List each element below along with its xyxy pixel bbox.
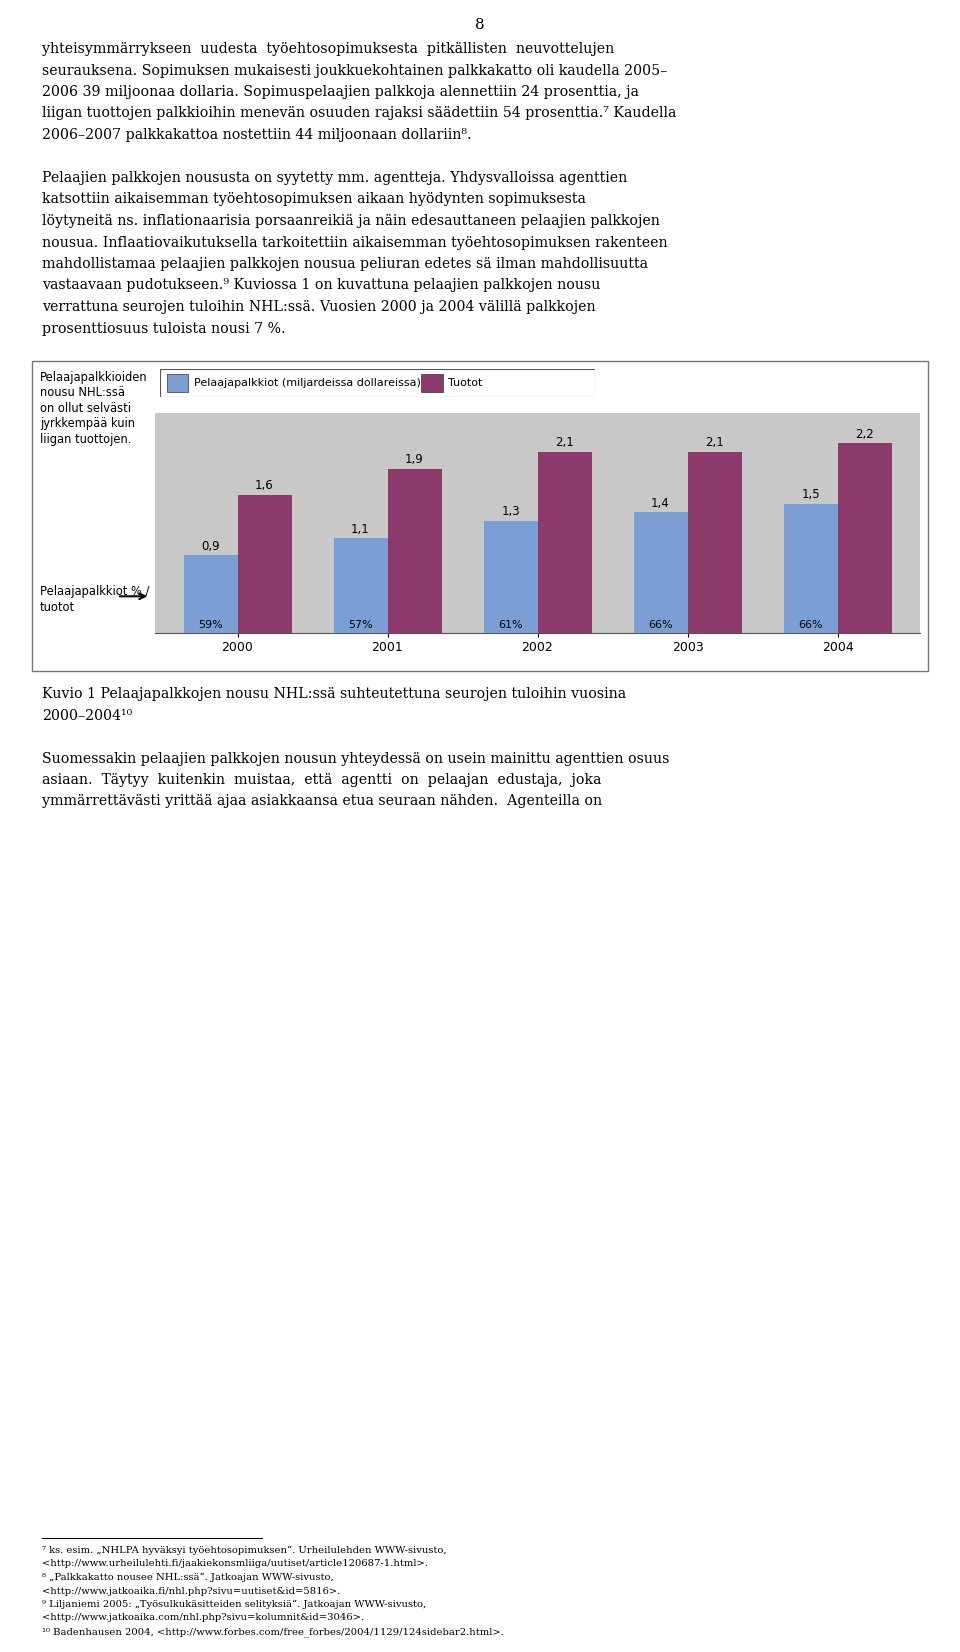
Text: Pelaajapalkkioiden: Pelaajapalkkioiden [40,372,148,383]
Text: 59%: 59% [198,620,223,629]
Text: verrattuna seurojen tuloihin NHL:ssä. Vuosien 2000 ja 2004 välillä palkkojen: verrattuna seurojen tuloihin NHL:ssä. Vu… [42,301,595,314]
Text: yhteisymmärrykseen  uudesta  työehtosopimuksesta  pitkällisten  neuvottelujen: yhteisymmärrykseen uudesta työehtosopimu… [42,41,614,56]
Text: mahdollistamaa pelaajien palkkojen nousua peliuran edetes sä ilman mahdollisuutt: mahdollistamaa pelaajien palkkojen nousu… [42,258,648,271]
Text: ¹⁰ Badenhausen 2004, <http://www.forbes.com/free_forbes/2004/1129/124sidebar2.ht: ¹⁰ Badenhausen 2004, <http://www.forbes.… [42,1627,504,1637]
Text: 2,1: 2,1 [555,436,574,449]
Text: 8: 8 [475,18,485,31]
Bar [388,469,442,633]
Text: liigan tuottojen palkkioihin menevän osuuden rajaksi säädettiin 54 prosenttia.⁷ : liigan tuottojen palkkioihin menevän osu… [42,106,677,121]
Bar [687,453,741,633]
Text: 1,5: 1,5 [802,487,820,501]
Bar [634,512,687,633]
Text: jyrkkempää kuin: jyrkkempää kuin [40,418,135,431]
Text: ⁷ ks. esim. „NHLPA hyväksyi työehtosopimuksen“. Urheilulehden WWW-sivusto,: ⁷ ks. esim. „NHLPA hyväksyi työehtosopim… [42,1546,446,1555]
Text: 57%: 57% [348,620,372,629]
Bar [237,496,292,633]
Text: 0,9: 0,9 [202,540,220,553]
Text: ⁹ Liljaniemi 2005: „Työsulkukäsitteiden selityksiä“. Jatkoajan WWW-sivusto,: ⁹ Liljaniemi 2005: „Työsulkukäsitteiden … [42,1601,426,1609]
Text: <http://www.urheilulehti.fi/jaakiekonsmliiga/uutiset/article120687-1.html>.: <http://www.urheilulehti.fi/jaakiekonsml… [42,1559,428,1568]
Text: <http://www.jatkoaika.com/nhl.php?sivu=kolumnit&id=3046>.: <http://www.jatkoaika.com/nhl.php?sivu=k… [42,1614,364,1622]
Bar [783,504,837,633]
Text: 2006–2007 palkkakattoa nostettiin 44 miljoonaan dollariin⁸.: 2006–2007 palkkakattoa nostettiin 44 mil… [42,127,471,142]
Text: 2000–2004¹⁰: 2000–2004¹⁰ [42,709,132,722]
Text: Kuvio 1 Pelaajapalkkojen nousu NHL:ssä suhteutettuna seurojen tuloihin vuosina: Kuvio 1 Pelaajapalkkojen nousu NHL:ssä s… [42,687,626,700]
Bar [32,362,928,671]
Text: katsottiin aikaisemman työehtosopimuksen aikaan hyödynten sopimuksesta: katsottiin aikaisemman työehtosopimuksen… [42,193,586,206]
Text: liigan tuottojen.: liigan tuottojen. [40,433,132,446]
Bar [183,555,237,633]
Text: Pelaajapalkkiot % /: Pelaajapalkkiot % / [40,585,150,598]
Text: löytyneitä ns. inflationaarisia porsaanreikiä ja näin edesauttaneen pelaajien pa: löytyneitä ns. inflationaarisia porsaanr… [42,215,660,228]
Text: on ollut selvästi: on ollut selvästi [40,401,131,415]
Bar [538,453,591,633]
Text: <http://www.jatkoaika.fi/nhl.php?sivu=uutiset&id=5816>.: <http://www.jatkoaika.fi/nhl.php?sivu=uu… [42,1586,340,1596]
Text: 1,1: 1,1 [351,522,370,535]
Text: 2,1: 2,1 [706,436,724,449]
FancyBboxPatch shape [421,373,443,392]
Text: 1,4: 1,4 [651,497,670,509]
Text: Suomessakin pelaajien palkkojen nousun yhteydessä on usein mainittu agenttien os: Suomessakin pelaajien palkkojen nousun y… [42,752,669,765]
Text: 1,6: 1,6 [255,479,274,492]
Text: 66%: 66% [798,620,823,629]
FancyBboxPatch shape [160,368,595,396]
Text: Pelaajapalkkiot (miljardeissa dollareissa): Pelaajapalkkiot (miljardeissa dollareiss… [194,378,420,388]
Text: 61%: 61% [498,620,523,629]
Text: ⁸ „Palkkakatto nousee NHL:ssä“. Jatkoajan WWW-sivusto,: ⁸ „Palkkakatto nousee NHL:ssä“. Jatkoaja… [42,1573,334,1583]
Text: 1,9: 1,9 [405,454,424,466]
Bar [484,520,538,633]
Text: seurauksena. Sopimuksen mukaisesti joukkuekohtainen palkkakatto oli kaudella 200: seurauksena. Sopimuksen mukaisesti joukk… [42,63,667,78]
Bar [333,539,388,633]
Text: 66%: 66% [648,620,673,629]
Text: 1,3: 1,3 [501,506,519,519]
Text: tuotot: tuotot [40,601,75,615]
Text: nousu NHL:ssä: nousu NHL:ssä [40,387,125,400]
Text: 2,2: 2,2 [855,428,874,441]
Bar [837,443,892,633]
Text: Pelaajien palkkojen noususta on syytetty mm. agentteja. Yhdysvalloissa agenttien: Pelaajien palkkojen noususta on syytetty… [42,172,627,185]
Text: asiaan.  Täytyy  kuitenkin  muistaa,  että  agentti  on  pelaajan  edustaja,  jo: asiaan. Täytyy kuitenkin muistaa, että a… [42,773,601,786]
FancyBboxPatch shape [166,373,188,392]
Text: 2006 39 miljoonaa dollaria. Sopimuspelaajien palkkoja alennettiin 24 prosenttia,: 2006 39 miljoonaa dollaria. Sopimuspelaa… [42,84,638,99]
Text: Tuotot: Tuotot [448,378,483,388]
Text: vastaavaan pudotukseen.⁹ Kuviossa 1 on kuvattuna pelaajien palkkojen nousu: vastaavaan pudotukseen.⁹ Kuviossa 1 on k… [42,279,600,292]
Text: ymmärrettävästi yrittää ajaa asiakkaansa etua seuraan nähden.  Agenteilla on: ymmärrettävästi yrittää ajaa asiakkaansa… [42,795,602,808]
Text: prosenttiosuus tuloista nousi 7 %.: prosenttiosuus tuloista nousi 7 %. [42,322,286,335]
Text: nousua. Inflaatiovaikutuksella tarkoitettiin aikaisemman työehtosopimuksen raken: nousua. Inflaatiovaikutuksella tarkoitet… [42,236,667,249]
